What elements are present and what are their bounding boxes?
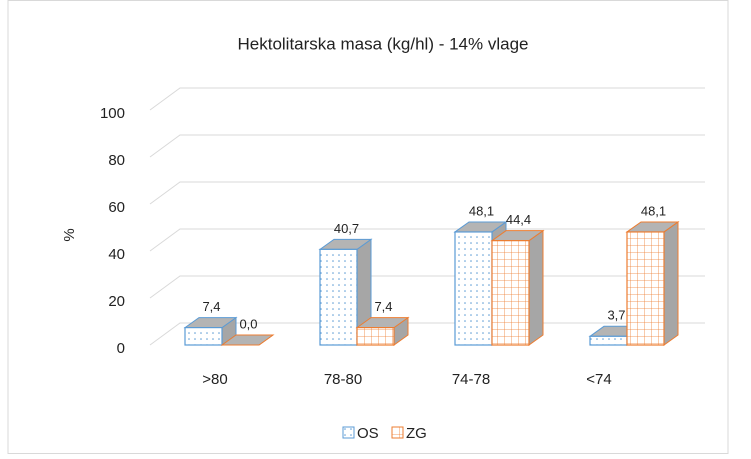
legend-swatch bbox=[342, 426, 355, 439]
data-label: 40,7 bbox=[334, 221, 359, 236]
chart-title: Hektolitarska masa (kg/hl) - 14% vlage bbox=[237, 34, 528, 53]
y-axis-label: % bbox=[61, 228, 78, 241]
chart-border bbox=[7, 0, 729, 454]
grid-line bbox=[149, 181, 705, 205]
bar-top bbox=[220, 334, 275, 346]
bar bbox=[589, 335, 628, 346]
x-tick-label: <74 bbox=[586, 371, 611, 388]
bar-side bbox=[663, 220, 679, 346]
y-tick-label: 60 bbox=[108, 199, 125, 216]
x-tick-label: 78-80 bbox=[324, 371, 362, 388]
bar bbox=[356, 327, 395, 346]
legend-swatch bbox=[391, 426, 404, 439]
y-tick-label: 20 bbox=[108, 293, 125, 310]
data-label: 7,4 bbox=[374, 299, 392, 314]
bar-side bbox=[528, 229, 544, 346]
data-label: 7,4 bbox=[202, 299, 220, 314]
bar bbox=[319, 248, 358, 346]
y-tick-label: 0 bbox=[117, 340, 125, 357]
data-label: 48,1 bbox=[469, 203, 494, 218]
bar bbox=[491, 240, 530, 346]
grid-line bbox=[149, 87, 705, 111]
grid-line bbox=[149, 228, 705, 252]
bar bbox=[626, 231, 665, 346]
y-tick-label: 100 bbox=[100, 105, 125, 122]
x-tick-label: >80 bbox=[202, 371, 227, 388]
bar bbox=[184, 327, 223, 346]
bar bbox=[454, 231, 493, 346]
legend-label: ZG bbox=[406, 425, 427, 442]
grid-line bbox=[149, 134, 705, 158]
legend-label: OS bbox=[357, 425, 379, 442]
y-tick-label: 40 bbox=[108, 246, 125, 263]
data-label: 3,7 bbox=[607, 308, 625, 323]
x-tick-label: 74-78 bbox=[452, 371, 490, 388]
data-label: 0,0 bbox=[239, 316, 257, 331]
data-label: 48,1 bbox=[641, 203, 666, 218]
data-label: 44,4 bbox=[506, 212, 531, 227]
y-tick-label: 80 bbox=[108, 152, 125, 169]
